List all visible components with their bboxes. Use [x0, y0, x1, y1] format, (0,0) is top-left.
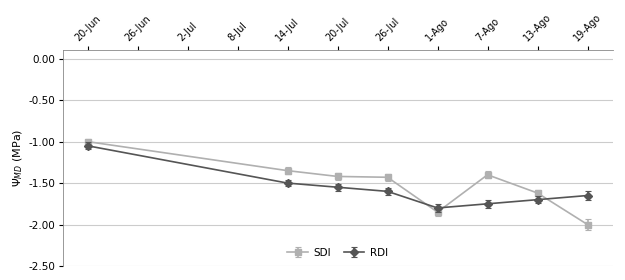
Legend: SDI, RDI: SDI, RDI [284, 244, 391, 261]
Y-axis label: $\Psi_{MD}$ (MPa): $\Psi_{MD}$ (MPa) [11, 129, 24, 187]
